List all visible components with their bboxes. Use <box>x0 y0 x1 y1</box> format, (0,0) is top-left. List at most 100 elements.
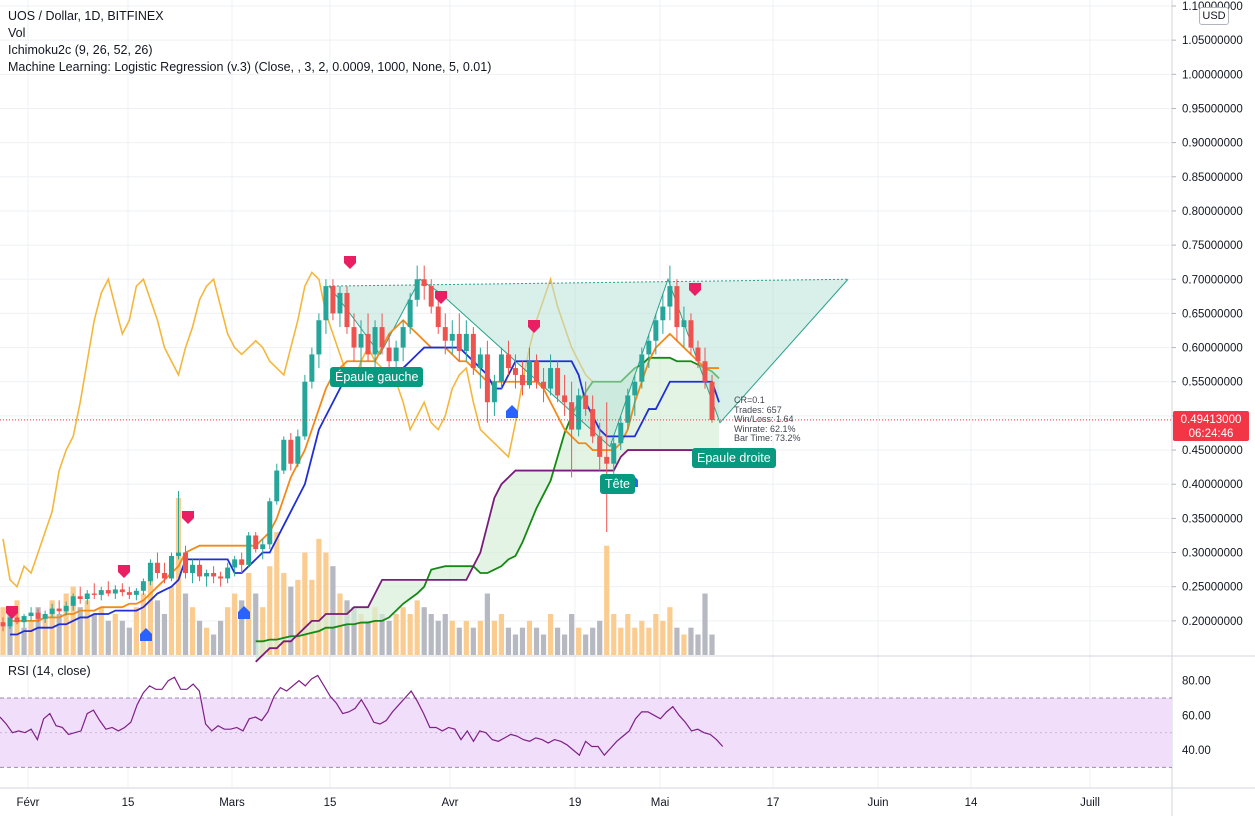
volume-bar <box>456 627 462 655</box>
volume-bar <box>105 620 111 655</box>
symbol-title[interactable]: UOS / Dollar, 1D, BITFINEX <box>8 9 164 23</box>
candle-body <box>491 381 497 403</box>
volume-bar <box>421 607 427 655</box>
candle-body <box>393 347 399 362</box>
last-price-tag: 0.49413000 06:24:46 <box>1173 411 1249 441</box>
candle-body <box>309 354 315 382</box>
legend-ml-logistic[interactable]: Machine Learning: Logistic Regression (v… <box>8 60 492 74</box>
bar-countdown: 06:24:46 <box>1188 428 1234 440</box>
volume-bar <box>597 620 603 655</box>
price-tick-label: 0.70000000 <box>1182 274 1243 286</box>
volume-bar <box>386 620 392 655</box>
volume-bar <box>498 614 505 655</box>
time-axis: Févr 15 Mars 15 Avr 19 Mai 17 Juin 14 Juill <box>17 797 1100 809</box>
candle-body <box>0 622 6 627</box>
label-right-shoulder[interactable]: Epaule droite <box>692 448 776 468</box>
volume-bar <box>695 634 701 655</box>
price-tick-label: 0.80000000 <box>1182 206 1243 218</box>
candle-body <box>147 562 153 582</box>
volume-bar <box>618 627 624 655</box>
volume-bar <box>56 614 62 655</box>
candle-body <box>344 292 350 328</box>
volume-bar <box>547 614 554 655</box>
candle-body <box>386 347 392 362</box>
volume-bar <box>239 600 245 655</box>
candle-body <box>267 501 273 545</box>
volume-bar <box>681 634 687 655</box>
last-price-value: 0.49413000 <box>1180 414 1242 426</box>
candle-body <box>527 361 532 386</box>
sell-signal-icon <box>528 320 540 333</box>
volume-bar <box>653 614 659 655</box>
price-tick-label: 1.05000000 <box>1182 35 1243 47</box>
chart-legend: UOS / Dollar, 1D, BITFINEX Vol Ichimoku2… <box>8 8 491 76</box>
volume-bar <box>161 614 168 655</box>
candle-body <box>63 605 69 612</box>
volume-bar <box>260 607 266 655</box>
candle-body <box>21 616 27 623</box>
time-tick-label: Juin <box>867 797 888 809</box>
volume-bar <box>28 620 34 655</box>
volume-bar <box>709 634 715 655</box>
price-tick-label: 0.45000000 <box>1182 445 1243 457</box>
candle-body <box>119 589 125 593</box>
volume-bar <box>540 634 547 655</box>
candle-body <box>372 327 378 355</box>
ml-stat-cr: CR=0.1 <box>734 395 765 405</box>
volume-bar <box>182 593 189 655</box>
price-tick-label: 0.85000000 <box>1182 172 1243 184</box>
volume-bar <box>519 627 526 655</box>
candle-body <box>323 286 329 321</box>
candle-body <box>281 439 287 471</box>
candle-body <box>667 286 673 307</box>
volume-bar <box>449 620 455 655</box>
candle-body <box>330 286 336 314</box>
volume-bar <box>590 627 596 655</box>
volume-bar <box>393 614 399 655</box>
candle-body <box>709 381 715 420</box>
volume-bar <box>35 607 41 655</box>
candle-body <box>225 567 231 579</box>
rsi-legend[interactable]: RSI (14, close) <box>8 664 91 678</box>
rsi-tick-label: 60.00 <box>1182 710 1211 722</box>
volume-bar <box>554 627 561 655</box>
volume-bar <box>674 627 680 655</box>
candle-body <box>681 320 687 328</box>
candle-body <box>288 439 294 464</box>
candle-body <box>632 381 638 396</box>
chikou-line <box>2 271 594 589</box>
volume-bar <box>14 600 20 655</box>
sell-signal-icon <box>435 291 447 304</box>
volume-bar <box>505 627 512 655</box>
currency-badge[interactable]: USD <box>1199 7 1229 25</box>
candle-body <box>161 573 167 579</box>
legend-ichimoku[interactable]: Ichimoku2c (9, 26, 52, 26) <box>8 43 153 57</box>
volume-bar <box>625 614 631 655</box>
legend-volume[interactable]: Vol <box>8 26 26 40</box>
ml-stat-winrate: Winrate: 62.1% <box>734 423 796 434</box>
candle-body <box>512 368 518 375</box>
candle-body <box>239 559 245 565</box>
price-tick-label: 0.55000000 <box>1182 377 1243 389</box>
candle-body <box>569 402 575 430</box>
volume-bar <box>84 600 90 655</box>
candle-body <box>105 590 111 594</box>
label-head[interactable]: Tête <box>600 474 636 494</box>
candle-body <box>168 555 174 579</box>
volume-bar <box>562 634 568 655</box>
candle-body <box>576 395 582 430</box>
volume-bar <box>576 627 582 655</box>
candle-body <box>428 286 434 307</box>
time-tick-label: 14 <box>965 797 978 809</box>
volume-bar <box>140 593 146 655</box>
candle-body <box>674 286 680 328</box>
chikou-span <box>2 271 594 589</box>
label-left-shoulder[interactable]: Épaule gauche <box>330 367 424 387</box>
volume-bar <box>407 614 413 655</box>
candle-body <box>176 552 181 556</box>
volume-bar <box>91 614 97 655</box>
candle-body <box>35 612 41 619</box>
buy-signal-icon <box>140 628 152 641</box>
candle-body <box>449 333 455 341</box>
